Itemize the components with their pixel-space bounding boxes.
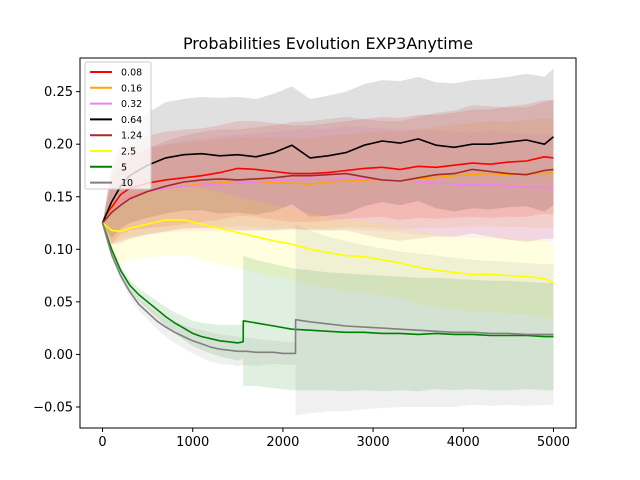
- series-lines: [101, 136, 555, 355]
- x-axis: 0 1000 2000 3000 4000 5000: [98, 428, 570, 450]
- legend-label: 0.16: [121, 83, 142, 94]
- x-tick-label: 5000: [537, 435, 570, 450]
- y-tick-label: 0.25: [44, 85, 73, 100]
- y-tick-label: 0.20: [44, 138, 73, 153]
- series-line-1.24: [101, 168, 554, 224]
- legend: 0.08 0.16 0.32 0.64 1.24 2.5 5 10: [84, 61, 152, 190]
- chart-title: Probabilities Evolution EXP3Anytime: [183, 34, 473, 53]
- y-tick-label: 0.10: [44, 243, 73, 258]
- legend-label: 0.08: [121, 68, 142, 79]
- x-tick-label: 0: [98, 435, 106, 450]
- x-tick-label: 1000: [176, 435, 209, 450]
- x-tick-label: 4000: [447, 435, 480, 450]
- legend-label: 1.24: [121, 131, 142, 142]
- y-tick-label: 0.05: [44, 295, 73, 310]
- y-tick-label: 0.00: [44, 348, 73, 363]
- legend-label: 0.32: [121, 99, 142, 110]
- series-line-0.32: [101, 177, 554, 224]
- y-tick-label: −0.05: [33, 400, 73, 415]
- series-line-10: [101, 222, 554, 355]
- legend-label: 0.64: [121, 115, 142, 126]
- series-line-0.64: [101, 136, 555, 224]
- y-axis: −0.05 0.00 0.05 0.10 0.15 0.20 0.25: [33, 85, 80, 415]
- band-0.64: [102, 68, 554, 239]
- plot-frame: [79, 57, 577, 429]
- x-tick-label: 2000: [266, 435, 299, 450]
- legend-label: 2.5: [121, 147, 136, 158]
- x-tick-label: 3000: [357, 435, 390, 450]
- series-line-0.08: [101, 156, 554, 224]
- legend-label: 5: [121, 162, 127, 173]
- series-line-2.5: [101, 219, 554, 284]
- y-tick-label: 0.15: [44, 190, 73, 205]
- band-5: [102, 223, 554, 392]
- legend-box: [84, 61, 152, 190]
- series-line-5: [101, 222, 554, 344]
- legend-label: 10: [121, 178, 133, 189]
